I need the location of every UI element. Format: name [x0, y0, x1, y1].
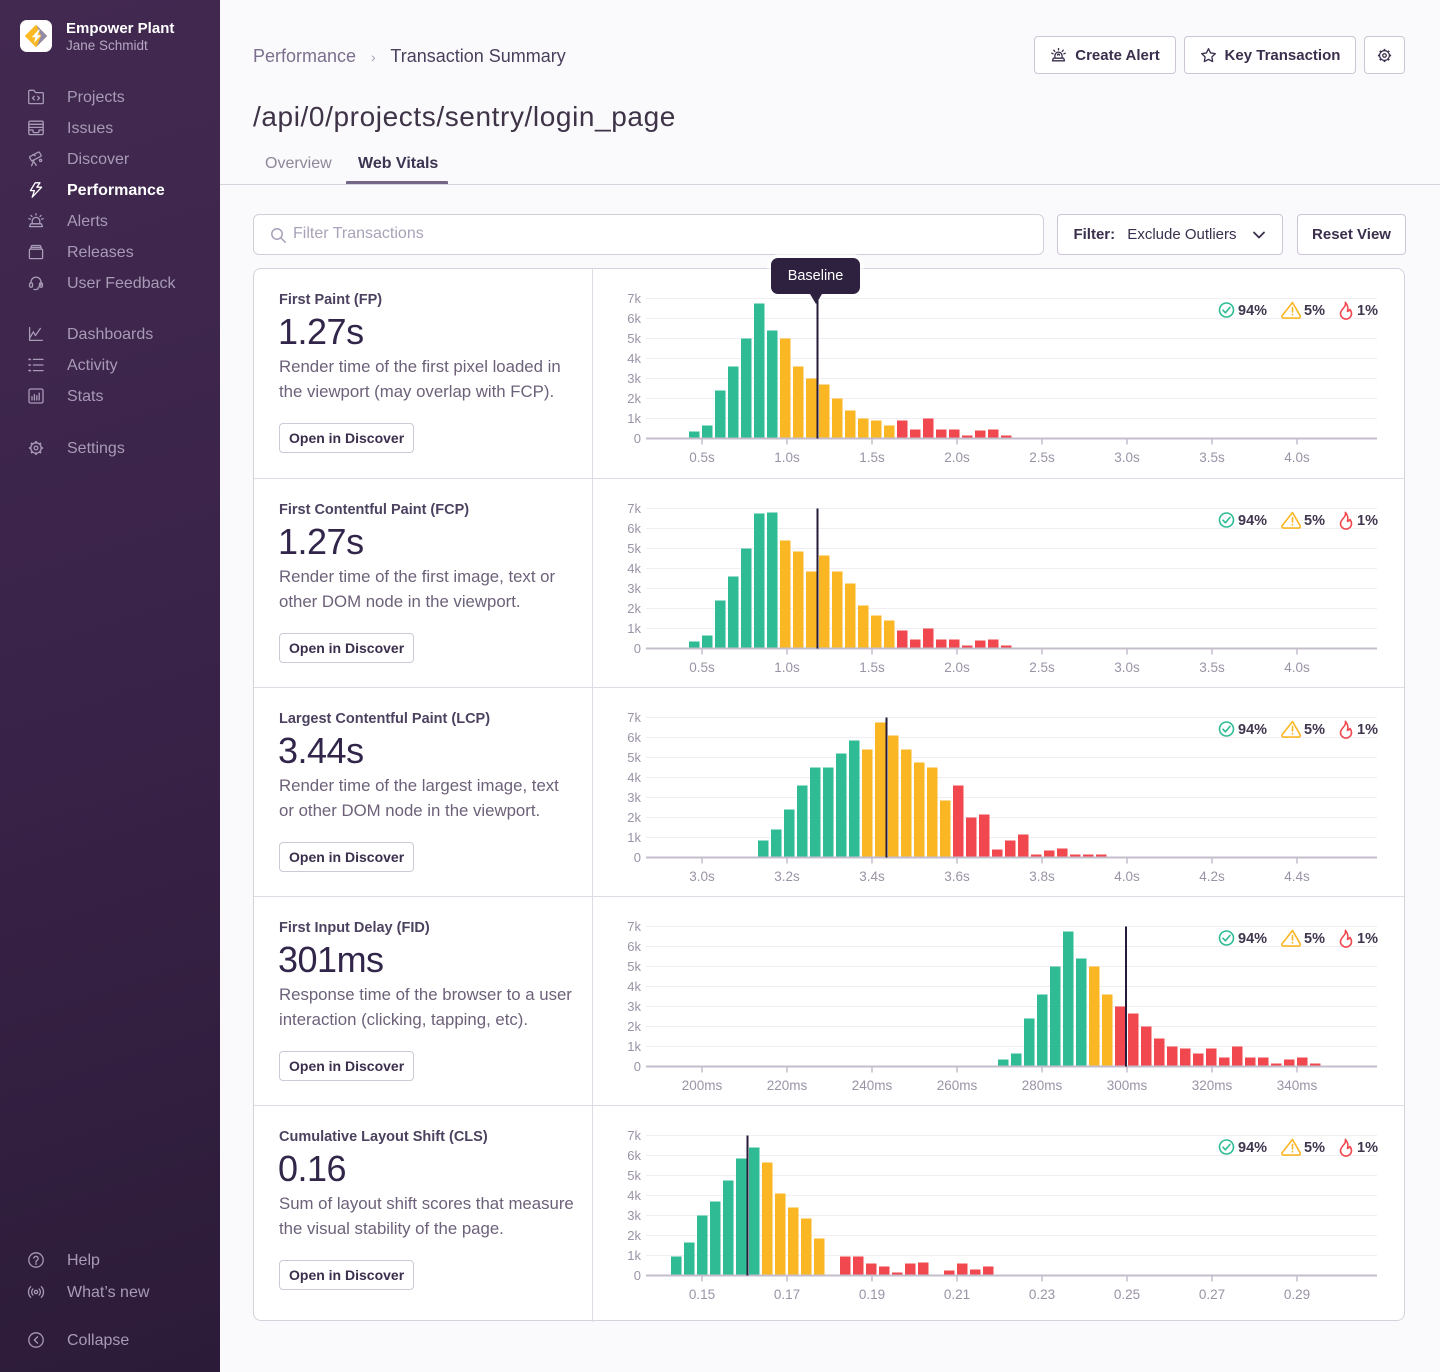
svg-text:0.17: 0.17: [774, 1287, 800, 1302]
svg-text:3k: 3k: [627, 581, 641, 596]
svg-text:2.0s: 2.0s: [944, 450, 970, 465]
svg-text:1%: 1%: [1357, 303, 1378, 319]
svg-text:6k: 6k: [627, 939, 641, 954]
svg-text:0: 0: [634, 1059, 641, 1074]
svg-text:4k: 4k: [627, 770, 641, 785]
svg-text:0.23: 0.23: [1029, 1287, 1055, 1302]
svg-text:0: 0: [634, 641, 641, 656]
svg-text:3k: 3k: [627, 790, 641, 805]
svg-text:1k: 1k: [627, 1248, 641, 1263]
svg-text:0: 0: [634, 1268, 641, 1283]
svg-text:5k: 5k: [627, 541, 641, 556]
svg-text:3k: 3k: [627, 999, 641, 1014]
svg-text:4.4s: 4.4s: [1284, 869, 1310, 884]
svg-text:0: 0: [634, 431, 641, 446]
svg-text:2k: 2k: [627, 810, 641, 825]
svg-text:0.27: 0.27: [1199, 1287, 1225, 1302]
svg-text:0: 0: [634, 850, 641, 865]
svg-text:3.0s: 3.0s: [1114, 660, 1140, 675]
svg-text:1%: 1%: [1357, 931, 1378, 947]
svg-text:1.0s: 1.0s: [774, 660, 800, 675]
svg-text:240ms: 240ms: [852, 1078, 893, 1093]
svg-text:5%: 5%: [1304, 513, 1325, 529]
svg-text:2.0s: 2.0s: [944, 660, 970, 675]
svg-text:5%: 5%: [1304, 722, 1325, 738]
svg-text:7k: 7k: [627, 710, 641, 725]
svg-text:3.5s: 3.5s: [1199, 660, 1225, 675]
svg-text:94%: 94%: [1238, 1140, 1267, 1156]
svg-text:1k: 1k: [627, 621, 641, 636]
svg-text:4k: 4k: [627, 561, 641, 576]
svg-text:5%: 5%: [1304, 303, 1325, 319]
svg-text:94%: 94%: [1238, 722, 1267, 738]
svg-text:1.0s: 1.0s: [774, 450, 800, 465]
svg-text:6k: 6k: [627, 730, 641, 745]
svg-text:2k: 2k: [627, 601, 641, 616]
svg-text:0.5s: 0.5s: [689, 450, 715, 465]
svg-text:6k: 6k: [627, 521, 641, 536]
svg-text:5k: 5k: [627, 331, 641, 346]
svg-text:220ms: 220ms: [767, 1078, 808, 1093]
svg-text:7k: 7k: [627, 1128, 641, 1143]
svg-text:1k: 1k: [627, 411, 641, 426]
svg-text:5%: 5%: [1304, 931, 1325, 947]
svg-text:1%: 1%: [1357, 1140, 1378, 1156]
svg-text:5k: 5k: [627, 750, 641, 765]
svg-text:6k: 6k: [627, 311, 641, 326]
svg-text:94%: 94%: [1238, 513, 1267, 529]
svg-text:1k: 1k: [627, 1039, 641, 1054]
svg-text:2k: 2k: [627, 1228, 641, 1243]
svg-text:3.5s: 3.5s: [1199, 450, 1225, 465]
svg-text:4.2s: 4.2s: [1199, 869, 1225, 884]
svg-text:1%: 1%: [1357, 513, 1378, 529]
svg-text:2.5s: 2.5s: [1029, 450, 1055, 465]
svg-text:3.0s: 3.0s: [1114, 450, 1140, 465]
svg-text:94%: 94%: [1238, 931, 1267, 947]
svg-text:4.0s: 4.0s: [1284, 450, 1310, 465]
svg-text:0.21: 0.21: [944, 1287, 970, 1302]
svg-text:280ms: 280ms: [1022, 1078, 1063, 1093]
svg-text:2k: 2k: [627, 1019, 641, 1034]
svg-text:200ms: 200ms: [682, 1078, 723, 1093]
svg-text:3k: 3k: [627, 371, 641, 386]
svg-text:1.5s: 1.5s: [859, 660, 885, 675]
svg-text:4k: 4k: [627, 351, 641, 366]
svg-text:7k: 7k: [627, 291, 641, 306]
svg-text:0.19: 0.19: [859, 1287, 885, 1302]
svg-text:3.4s: 3.4s: [859, 869, 885, 884]
svg-text:2.5s: 2.5s: [1029, 660, 1055, 675]
svg-text:94%: 94%: [1238, 303, 1267, 319]
svg-text:1.5s: 1.5s: [859, 450, 885, 465]
svg-text:300ms: 300ms: [1107, 1078, 1148, 1093]
svg-text:7k: 7k: [627, 919, 641, 934]
svg-text:3k: 3k: [627, 1208, 641, 1223]
svg-text:4k: 4k: [627, 1188, 641, 1203]
svg-text:0.15: 0.15: [689, 1287, 715, 1302]
svg-text:320ms: 320ms: [1192, 1078, 1233, 1093]
svg-text:4.0s: 4.0s: [1284, 660, 1310, 675]
svg-text:260ms: 260ms: [937, 1078, 978, 1093]
svg-text:5k: 5k: [627, 1168, 641, 1183]
svg-text:7k: 7k: [627, 501, 641, 516]
svg-text:4k: 4k: [627, 979, 641, 994]
svg-text:3.6s: 3.6s: [944, 869, 970, 884]
svg-text:0.25: 0.25: [1114, 1287, 1140, 1302]
svg-text:1%: 1%: [1357, 722, 1378, 738]
svg-text:0.29: 0.29: [1284, 1287, 1310, 1302]
svg-text:5k: 5k: [627, 959, 641, 974]
svg-text:3.2s: 3.2s: [774, 869, 800, 884]
svg-text:1k: 1k: [627, 830, 641, 845]
svg-text:340ms: 340ms: [1277, 1078, 1318, 1093]
svg-text:4.0s: 4.0s: [1114, 869, 1140, 884]
svg-text:3.8s: 3.8s: [1029, 869, 1055, 884]
svg-text:3.0s: 3.0s: [689, 869, 715, 884]
svg-text:5%: 5%: [1304, 1140, 1325, 1156]
svg-text:2k: 2k: [627, 391, 641, 406]
svg-text:0.5s: 0.5s: [689, 660, 715, 675]
svg-text:6k: 6k: [627, 1148, 641, 1163]
